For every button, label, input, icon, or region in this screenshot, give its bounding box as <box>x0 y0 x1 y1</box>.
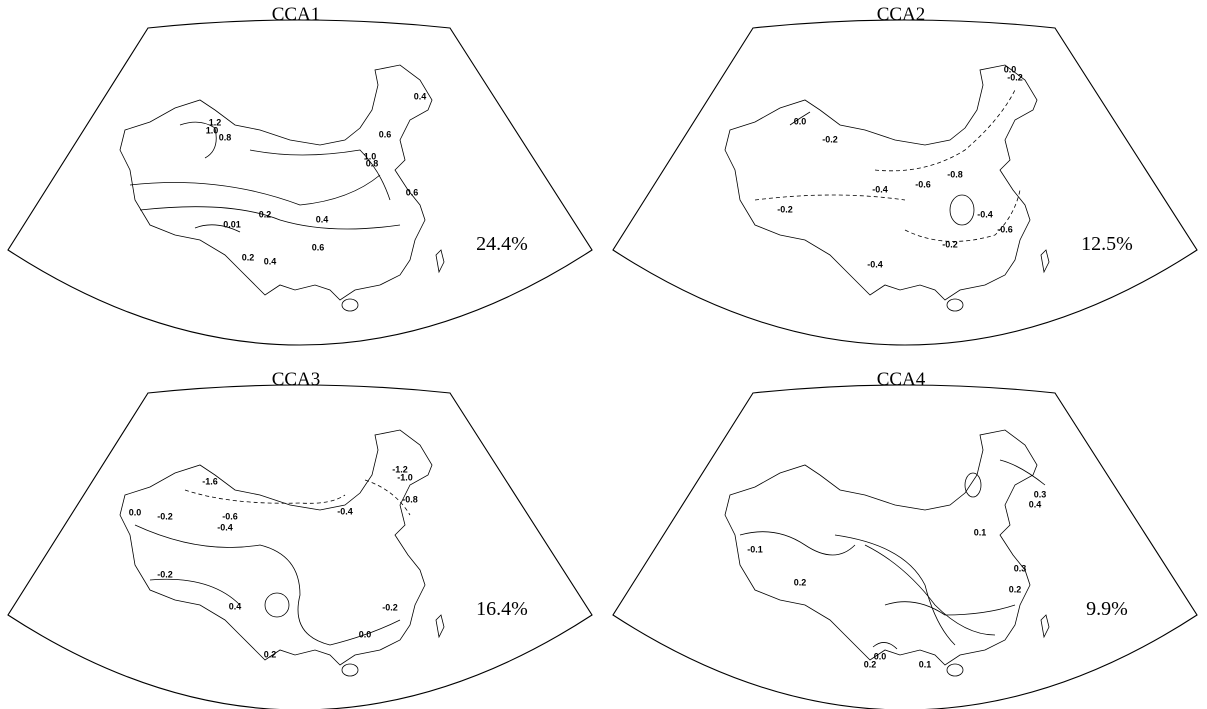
contour-label: -0.8 <box>947 169 963 179</box>
panel-title: CCA3 <box>272 369 321 390</box>
contour-label: 0.2 <box>864 659 877 669</box>
contour-label: 0.0 <box>794 116 807 126</box>
contour-label: 0.6 <box>379 129 392 139</box>
contour-line <box>950 195 974 225</box>
fan-frame <box>8 20 592 345</box>
fan-frame <box>613 385 1197 709</box>
contour-line <box>865 545 995 635</box>
contour-label: 0.3 <box>1014 563 1027 573</box>
fan-frame <box>8 385 592 709</box>
contour-label: -0.8 <box>402 494 418 504</box>
contour-label: -0.4 <box>217 522 233 532</box>
map-panel: CCA2 12.5% -0.2 0.0 -0.2 -0.4 -0.6 -0.8 -0.4 -0.2… <box>613 4 1197 345</box>
page: {"panels": [ {"title": "CCA1", "variance… <box>0 0 1207 709</box>
contour-label: -0.2 <box>382 602 398 612</box>
contour-label: 0.2 <box>264 649 277 659</box>
contour-label: -0.6 <box>222 511 238 521</box>
contour-label: 0.0 <box>359 629 372 639</box>
contour-label: -0.2 <box>157 569 173 579</box>
contour-label: -0.4 <box>337 506 353 516</box>
map-panel: CCA124.4%1.21.00.81.00.80.60.60.40.40.20… <box>8 4 592 345</box>
contour-label: 0.8 <box>366 158 379 168</box>
contour-label: 0.4 <box>229 601 242 611</box>
variance-label: 12.5% <box>1081 233 1133 255</box>
contour-label: 0.6 <box>406 187 419 197</box>
contour-label: -1.0 <box>397 472 413 482</box>
contour-line <box>130 175 380 205</box>
contour-label: -0.2 <box>777 204 793 214</box>
variance-label: 16.4% <box>476 598 528 620</box>
contour-line <box>885 602 1015 615</box>
contour-label: 0.2 <box>1009 584 1022 594</box>
variance-label: 9.9% <box>1086 598 1128 620</box>
contour-label: 0.0 <box>129 507 142 517</box>
contour-label: 0.8 <box>219 132 232 142</box>
contour-line <box>873 642 897 649</box>
map-panel: CCA316.4%0.0-0.2-1.6-0.6-0.4-1.2-1.0-0.8… <box>8 369 592 709</box>
country-outline <box>120 65 444 311</box>
contour-label: -0.2 <box>822 134 838 144</box>
contour-label: -0.1 <box>747 544 763 554</box>
contour-label: -0.4 <box>867 259 883 269</box>
contour-label: 0.4 <box>316 214 329 224</box>
contour-label: 0.4 <box>264 256 277 266</box>
contour-label: -0.2 <box>942 239 958 249</box>
contour-label: 0.2 <box>242 252 255 262</box>
contour-line <box>875 90 1015 171</box>
contour-line <box>755 195 905 200</box>
contour-label: -0.6 <box>915 179 931 189</box>
contour-label: 0.01 <box>223 219 241 229</box>
contour-label: 0.4 <box>1029 499 1042 509</box>
contour-label: 0.1 <box>919 659 932 669</box>
country-outline <box>725 430 1049 676</box>
contour-label: 0.0 <box>1004 64 1017 74</box>
contour-line <box>135 525 400 645</box>
variance-label: 24.4% <box>476 233 528 255</box>
contour-label: -0.4 <box>977 209 993 219</box>
contour-line <box>265 593 289 617</box>
contour-label: -1.6 <box>202 476 218 486</box>
panel-title: CCA4 <box>877 369 926 390</box>
contour-label: 0.6 <box>312 242 325 252</box>
contour-label: -0.2 <box>157 511 173 521</box>
contour-label: 1.0 <box>206 125 219 135</box>
panel-title: CCA2 <box>877 4 926 25</box>
fan-frame <box>613 20 1197 345</box>
contour-label: 0.2 <box>259 209 272 219</box>
contour-label: 0.2 <box>794 577 807 587</box>
contour-label: 0.3 <box>1034 489 1047 499</box>
contour-label: -0.4 <box>872 184 888 194</box>
panel-title: CCA1 <box>272 4 321 25</box>
contour-line <box>835 535 955 645</box>
contour-line <box>150 579 240 605</box>
contour-label: -0.6 <box>997 224 1013 234</box>
contour-line <box>965 473 981 497</box>
contour-label: 0.1 <box>974 527 987 537</box>
figure: CCA124.4%1.21.00.81.00.80.60.60.40.40.20… <box>0 0 1207 709</box>
contour-label: 0.4 <box>414 91 427 101</box>
